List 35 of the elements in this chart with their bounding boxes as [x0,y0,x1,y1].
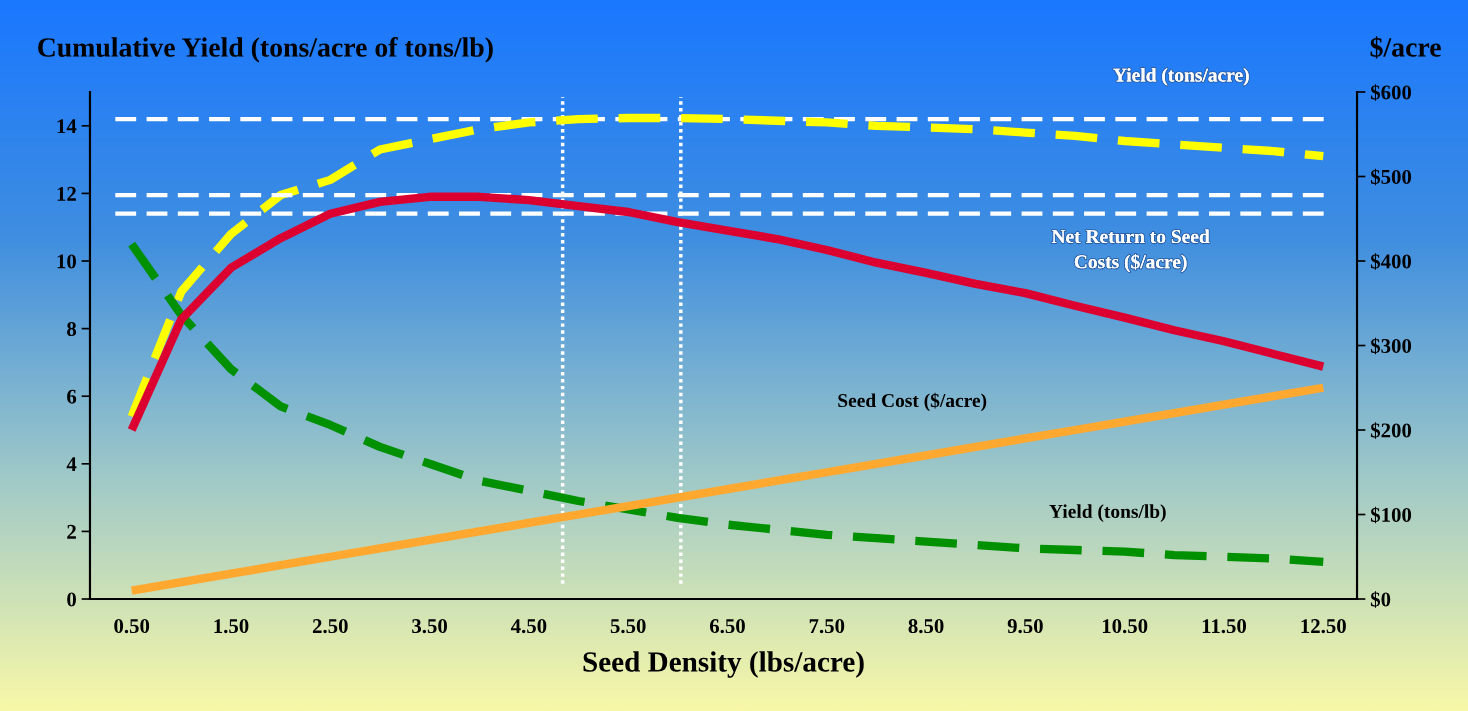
x-tick-label: 9.50 [1007,619,1043,634]
y-tick-label: 14 [57,119,77,134]
y2-tick-label: $500 [1370,168,1412,186]
y2-tick-label: $200 [1370,422,1412,439]
y-tick-label: 8 [67,321,77,337]
x-tick-label: 8.50 [908,619,944,634]
series-label: Yield (tons/lb) [1049,504,1166,522]
x-tick-label: 3.50 [412,619,448,634]
text: Yield (tons/acre) [1113,67,1249,86]
x-tick-label: 2.50 [312,619,348,634]
x-tick-label: 5.50 [610,619,646,634]
y-tick-label: 10 [57,254,76,269]
x-axis-title: Seed Density (lbs/acre) [583,651,864,678]
y-tick-label: 6 [67,389,77,404]
series-label: Seed Cost ($/acre) [838,392,987,412]
x-tick-label: 0.50 [114,619,150,634]
x-tick-label: 1.50 [214,619,249,634]
y2-tick-label: $0 [1370,591,1391,608]
x-tick-label: 12.50 [1301,619,1346,634]
y2-axis-title: $/acre [1370,36,1441,59]
y2-tick-label: $300 [1370,337,1412,355]
y-tick-label: 12 [57,186,76,201]
y-tick-label: 4 [66,457,77,472]
y-tick-label: 2 [67,524,76,539]
x-tick-label: 6.50 [709,619,745,634]
y2-tick-label: $400 [1370,253,1412,270]
x-tick-label: 4.50 [510,619,547,634]
y-axis-title: Cumulative Yield (tons/acre of tons/lb) [38,37,493,63]
x-tick-label: 11.50 [1202,619,1247,634]
y-tick-label: 0 [67,592,76,607]
y2-tick-label: $600 [1370,84,1412,101]
x-tick-label: 10.50 [1102,619,1148,634]
y2-tick-label: $100 [1370,506,1412,524]
x-tick-label: 7.50 [809,619,845,634]
series-label: Net Return to Seed Costs ($/acre) [1051,229,1210,273]
